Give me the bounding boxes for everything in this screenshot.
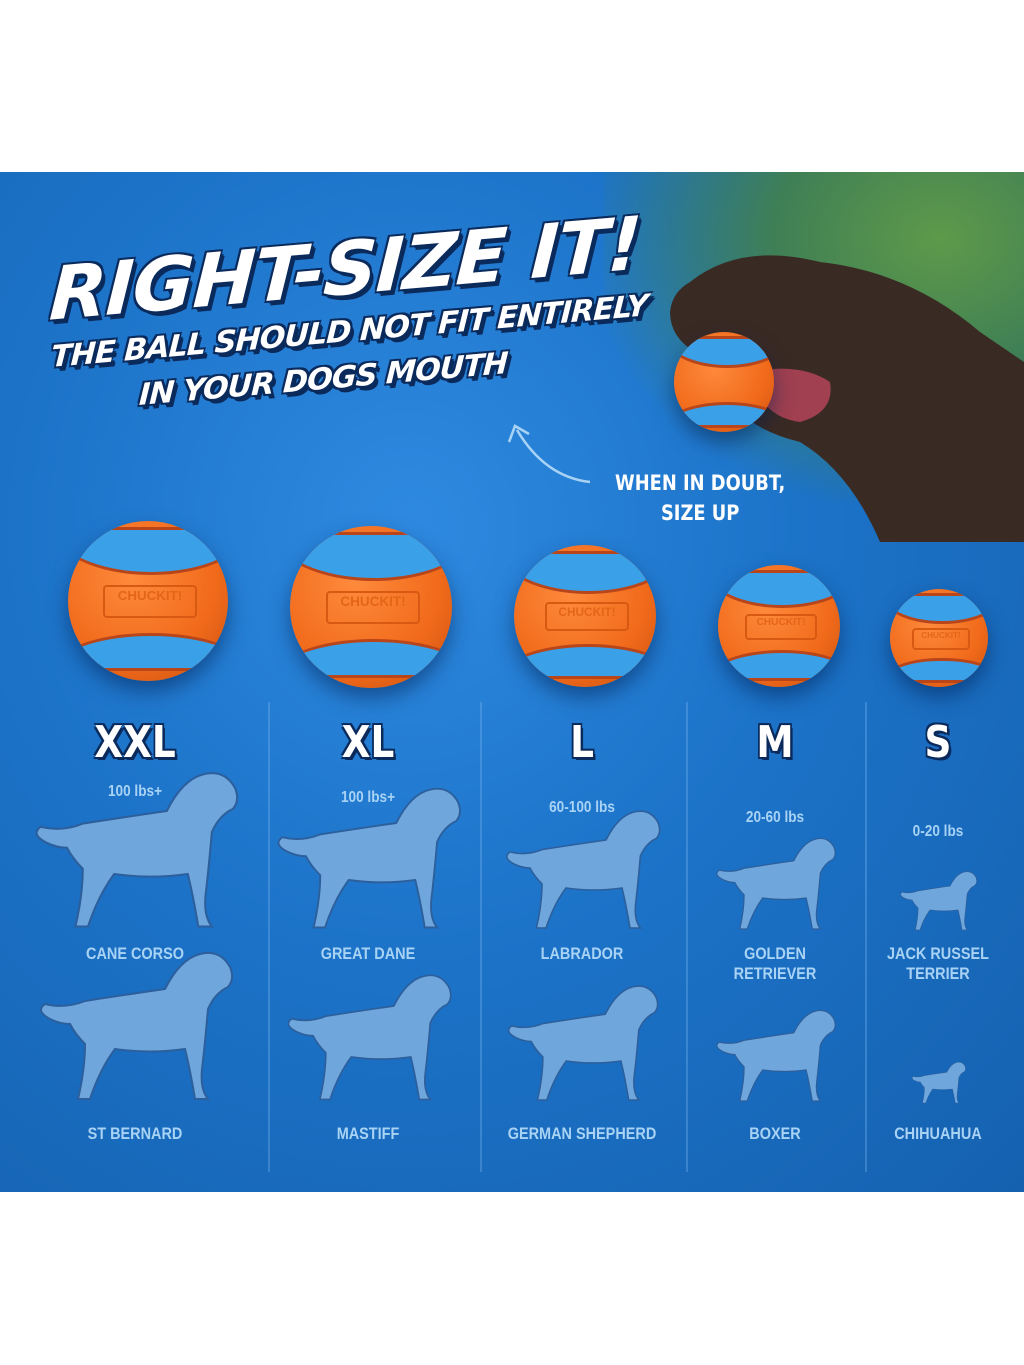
size-label: M bbox=[756, 717, 794, 768]
dog-silhouette-icon bbox=[277, 787, 462, 929]
column-divider bbox=[865, 702, 867, 1172]
callout-line-2: SIZE UP bbox=[660, 501, 740, 525]
weight-range: 0-20 lbs bbox=[912, 823, 964, 840]
breed-name: CHIHUAHUA bbox=[894, 1124, 982, 1143]
column-divider bbox=[268, 702, 270, 1172]
dog-held-ball bbox=[674, 332, 774, 432]
ball-xxl: CHUCKIT! bbox=[68, 521, 228, 681]
ball-l: CHUCKIT! bbox=[514, 545, 656, 687]
dog-silhouette-icon bbox=[40, 951, 234, 1100]
dog-silhouette-icon bbox=[35, 772, 238, 928]
dog-silhouette-icon bbox=[287, 974, 452, 1101]
breed-name: GREAT DANE bbox=[320, 944, 416, 963]
ball-xl: CHUCKIT! bbox=[290, 526, 452, 688]
dog-silhouette-icon bbox=[506, 810, 661, 929]
column-divider bbox=[480, 702, 482, 1172]
dog-silhouette-icon bbox=[900, 871, 978, 931]
dog-silhouette-icon bbox=[507, 985, 659, 1101]
breed-name: GERMAN SHEPHERD bbox=[507, 1124, 657, 1143]
ball-m: CHUCKIT! bbox=[718, 565, 840, 687]
dog-silhouette-icon bbox=[911, 1061, 966, 1103]
brand-logo: CHUCKIT! bbox=[744, 613, 818, 640]
brand-logo: CHUCKIT! bbox=[545, 601, 629, 632]
size-label: XL bbox=[341, 717, 395, 768]
brand-logo: CHUCKIT! bbox=[911, 628, 971, 650]
weight-range: 100 lbs+ bbox=[340, 789, 396, 806]
weight-range: 20-60 lbs bbox=[745, 809, 805, 826]
brand-logo: CHUCKIT! bbox=[325, 590, 421, 624]
brand-logo: CHUCKIT! bbox=[103, 585, 197, 618]
callout-line-1: WHEN IN DOUBT, bbox=[615, 471, 786, 495]
size-label: L bbox=[570, 717, 594, 768]
dog-silhouette-icon bbox=[716, 1009, 836, 1102]
arrow-icon bbox=[507, 424, 591, 484]
breed-name: MASTIFF bbox=[336, 1124, 400, 1143]
breed-name: LABRADOR bbox=[540, 944, 624, 963]
infographic-panel: RIGHT-SIZE IT! THE BALL SHOULD NOT FIT E… bbox=[0, 172, 1024, 1192]
breed-name: ST BERNARD bbox=[87, 1124, 183, 1143]
callout-text: WHEN IN DOUBT, SIZE UP bbox=[615, 468, 785, 528]
size-label: XXL bbox=[94, 717, 176, 768]
dog-silhouette-icon bbox=[716, 837, 836, 930]
column-divider bbox=[686, 702, 688, 1172]
size-label: S bbox=[924, 717, 952, 768]
breed-name: GOLDEN RETRIEVER bbox=[733, 944, 817, 983]
weight-range: 100 lbs+ bbox=[107, 783, 163, 800]
weight-range: 60-100 lbs bbox=[549, 799, 615, 816]
breed-name: JACK RUSSEL TERRIER bbox=[887, 944, 989, 983]
breed-name: CANE CORSO bbox=[86, 944, 184, 963]
breed-name: BOXER bbox=[749, 1124, 801, 1143]
ball-s: CHUCKIT! bbox=[890, 589, 988, 687]
